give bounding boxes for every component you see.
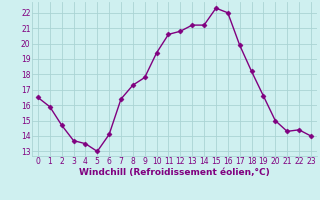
X-axis label: Windchill (Refroidissement éolien,°C): Windchill (Refroidissement éolien,°C)	[79, 168, 270, 177]
